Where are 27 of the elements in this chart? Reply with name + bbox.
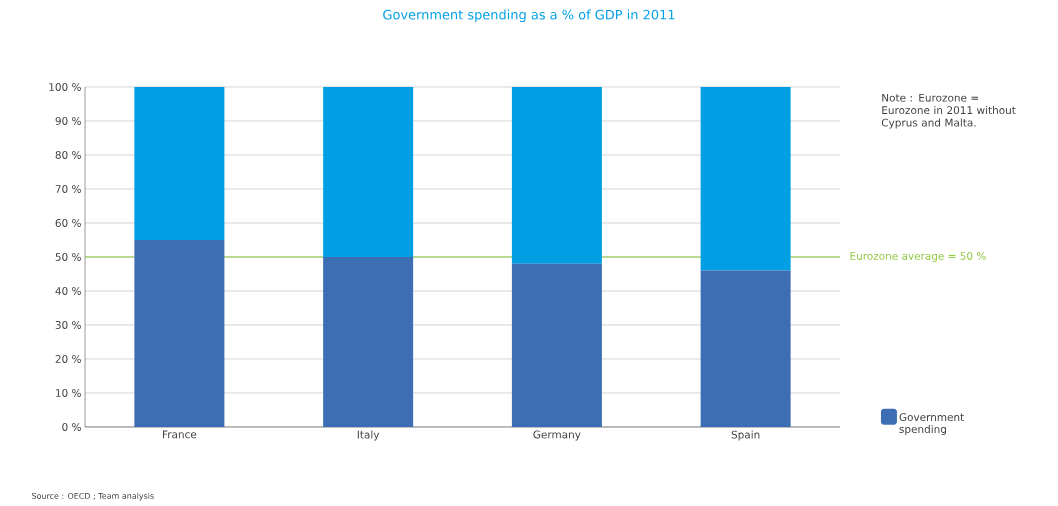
x-tick-label: Spain (731, 430, 760, 441)
y-tick-label: 20 % (55, 355, 81, 363)
bar (323, 86, 414, 257)
bar (134, 239, 225, 427)
x-tick-label: Italy (357, 430, 380, 441)
x-tick-label: Germany (533, 430, 581, 441)
y-tick-label: 80 % (55, 151, 81, 159)
bar (134, 86, 225, 240)
y-tick-label: 30 % (55, 321, 81, 329)
y-tick-label: 70 % (55, 185, 81, 193)
legend-label: Government spending (899, 413, 964, 436)
bar (511, 86, 602, 264)
y-tick-label: 10 % (56, 389, 81, 397)
bar (700, 86, 791, 271)
bar (511, 263, 602, 427)
chart-title: Government spending as a % of GDP in 2011 (383, 9, 675, 23)
y-tick-label: 90 % (55, 117, 81, 125)
y-tick-label: 40 % (55, 287, 81, 295)
y-tick-label: 60 % (55, 219, 81, 227)
y-tick-label: 0 % (62, 423, 81, 431)
bar (700, 270, 791, 427)
x-tick-label: France (163, 430, 197, 439)
y-tick-label: 100 % (49, 83, 81, 91)
ref-line-label: Eurozone average = 50 % (850, 252, 986, 262)
bar (323, 256, 414, 427)
text: Note : Eurozone = Eurozone in 2011 without Cyprus and Malta. (881, 93, 1016, 129)
y-tick-label: 50 % (55, 253, 81, 261)
